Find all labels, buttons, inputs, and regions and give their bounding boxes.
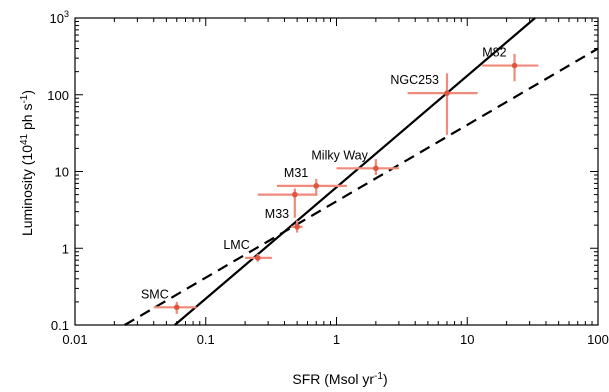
data-point: SMC bbox=[141, 287, 197, 314]
y-tick-label: 0.1 bbox=[51, 318, 69, 333]
data-point: NGC253 bbox=[390, 73, 478, 135]
point-label: SMC bbox=[141, 287, 169, 301]
x-axis-title: SFR (Msol yr-1) bbox=[292, 371, 387, 387]
point-label: M33 bbox=[265, 207, 289, 221]
dashed-fit-line bbox=[124, 47, 599, 326]
x-tick-label: 1 bbox=[333, 332, 340, 347]
plot-frame bbox=[74, 17, 599, 326]
solid-fit-line bbox=[174, 17, 536, 326]
y-axis-title: Luminosity (1041 ph s-1) bbox=[19, 90, 35, 236]
y-tick-label: 103 bbox=[50, 9, 69, 26]
point-marker bbox=[373, 165, 379, 172]
x-tick-label: 0.01 bbox=[62, 332, 87, 347]
data-point: Milky Way bbox=[311, 148, 399, 176]
data-point: M33 bbox=[265, 207, 303, 233]
point-marker bbox=[254, 255, 261, 261]
y-tick-label: 100 bbox=[47, 88, 69, 103]
point-label: NGC253 bbox=[390, 73, 439, 87]
point-marker bbox=[294, 224, 300, 230]
data-point: M31 bbox=[276, 166, 347, 196]
point-label: M82 bbox=[482, 46, 506, 60]
x-tick-label: 0.1 bbox=[197, 332, 215, 347]
point-label: M31 bbox=[284, 166, 308, 180]
point-label: Milky Way bbox=[311, 148, 368, 162]
data-point bbox=[257, 188, 317, 218]
point-marker bbox=[313, 183, 320, 189]
y-tick-label: 10 bbox=[55, 165, 69, 180]
data-point: M82 bbox=[482, 46, 539, 82]
point-marker bbox=[511, 62, 518, 69]
fit-lines bbox=[124, 17, 599, 326]
point-label: LMC bbox=[223, 238, 249, 252]
point-marker bbox=[444, 90, 450, 96]
point-marker bbox=[173, 304, 180, 311]
point-marker bbox=[292, 191, 298, 198]
x-tick-label: 100 bbox=[587, 332, 609, 347]
x-tick-label: 10 bbox=[460, 332, 474, 347]
y-tick-label: 1 bbox=[62, 241, 69, 256]
data-point: LMC bbox=[223, 238, 272, 262]
